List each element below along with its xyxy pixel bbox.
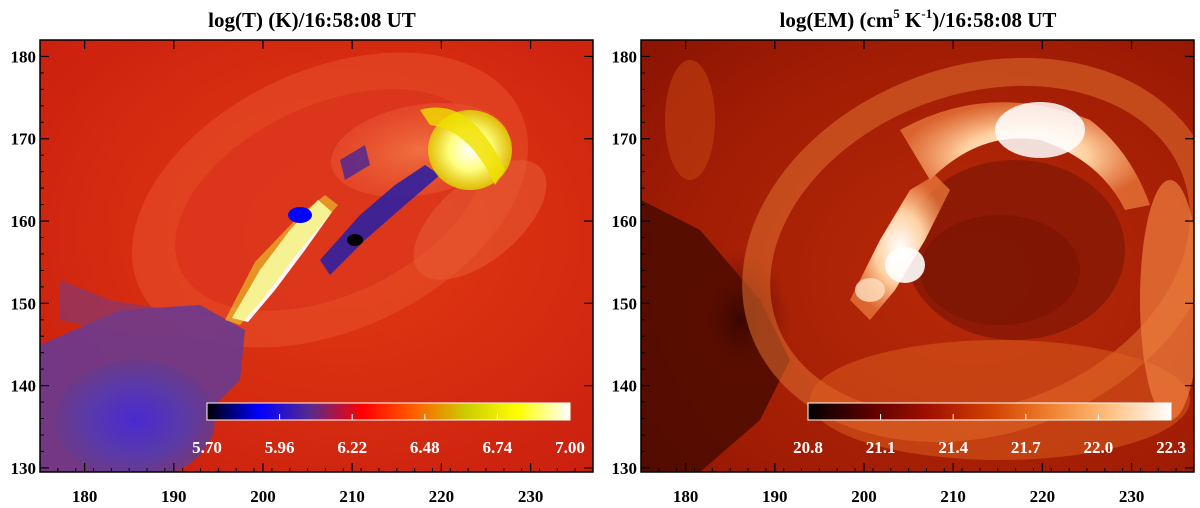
temperature-x-tick-label: 210 (339, 487, 365, 506)
temperature-colorbar-tick-label: 6.74 (483, 438, 513, 457)
temperature-x-tick-label: 180 (72, 487, 98, 506)
temperature-colorbar-tick-label: 6.22 (337, 438, 367, 457)
temperature-x-tick-label: 190 (161, 487, 187, 506)
emission-measure-y-tick-label: 140 (612, 377, 638, 396)
temperature-colorbar-tick-label: 5.70 (192, 438, 222, 457)
temperature-colorbar-tick-label: 6.48 (410, 438, 440, 457)
colorbar-emission-measure: 20.8 21.1 21.4 21.7 22.0 22.3 (793, 402, 1186, 457)
plot-frame-emission-measure (640, 39, 1195, 473)
emission-measure-x-tick-label: 190 (762, 487, 788, 506)
emission-measure-x-tick-label: 200 (851, 487, 877, 506)
chart-title-temperature: log(T) (K)/16:58:08 UT (208, 8, 416, 32)
temperature-x-tick-label: 220 (429, 487, 455, 506)
colorbar-emission-measure-gradient (807, 402, 1172, 421)
emission-measure-colorbar-tick-label: 20.8 (793, 438, 823, 457)
plot-frame-temperature (39, 39, 594, 473)
temperature-colorbar-tick-label: 5.96 (265, 438, 295, 457)
temperature-y-tick-label: 170 (11, 130, 37, 149)
emission-measure-y-tick-label: 170 (612, 130, 638, 149)
emission-measure-y-tick-label: 150 (612, 294, 638, 313)
temperature-colorbar-tick-label: 7.00 (555, 438, 585, 457)
temperature-x-tick-label: 230 (518, 487, 544, 506)
panel-emission-measure: log(EM) (cm5 K-1)/16:58:08 UT (612, 6, 1195, 506)
emission-measure-x-tick-label: 230 (1119, 487, 1145, 506)
emission-measure-x-tick-label: 220 (1030, 487, 1056, 506)
temperature-y-tick-label: 180 (11, 47, 37, 66)
colorbar-temperature-gradient (206, 402, 571, 421)
emission-measure-map-image (641, 40, 1194, 472)
temperature-y-tick-label: 160 (11, 212, 37, 231)
axes-emission-measure: 180 190 200 210 220 230 180 170 160 150 140 130 (612, 39, 1195, 506)
colorbar-temperature: 5.70 5.96 6.22 6.48 6.74 7.00 (192, 402, 585, 457)
axes-temperature: 180 190 200 210 220 230 180 170 160 150 140 130 (11, 39, 594, 506)
temperature-y-tick-label: 140 (11, 377, 37, 396)
panel-temperature: log(T) (K)/16:58:08 UT (11, 8, 594, 506)
emission-measure-x-tick-label: 180 (673, 487, 699, 506)
emission-measure-colorbar-tick-label: 22.0 (1084, 438, 1114, 457)
emission-measure-y-tick-label: 130 (612, 459, 638, 478)
emission-measure-y-tick-label: 180 (612, 47, 638, 66)
emission-measure-colorbar-tick-label: 22.3 (1156, 438, 1186, 457)
emission-measure-x-tick-label: 210 (940, 487, 966, 506)
emission-measure-colorbar-tick-label: 21.1 (866, 438, 896, 457)
temperature-y-tick-label: 150 (11, 294, 37, 313)
temperature-map-image (40, 40, 593, 472)
chart-title-emission-measure: log(EM) (cm5 K-1)/16:58:08 UT (780, 6, 1057, 32)
emission-measure-colorbar-tick-label: 21.4 (938, 438, 968, 457)
temperature-x-tick-label: 200 (250, 487, 276, 506)
emission-measure-colorbar-tick-label: 21.7 (1011, 438, 1041, 457)
temperature-y-tick-label: 130 (11, 459, 37, 478)
emission-measure-y-tick-label: 160 (612, 212, 638, 231)
